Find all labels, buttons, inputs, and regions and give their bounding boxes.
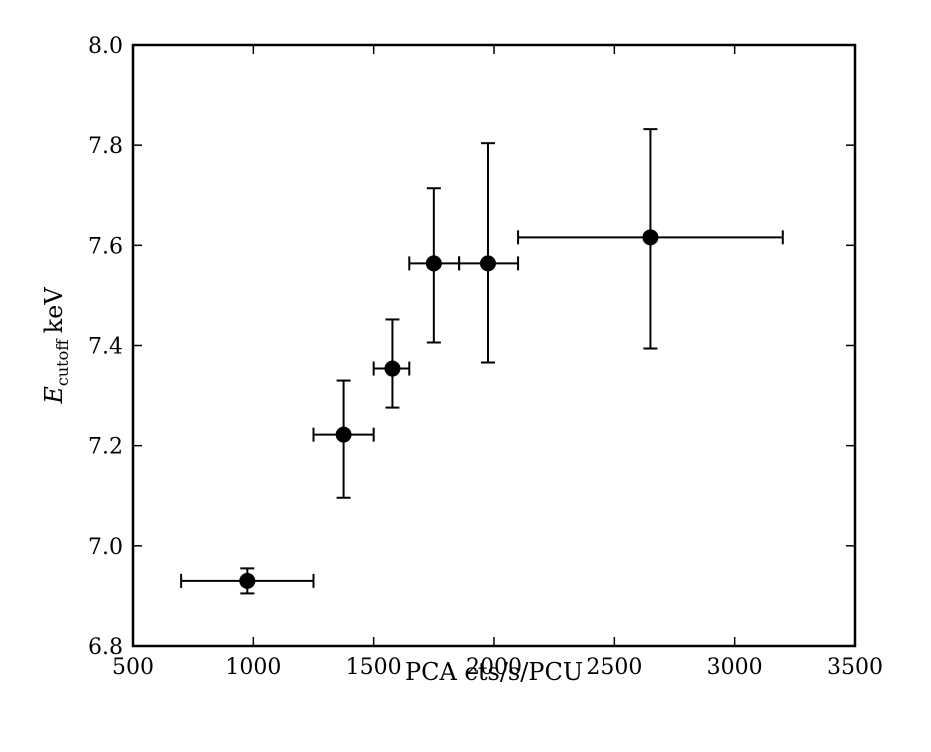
x-tick-label: 500 [112,655,154,680]
data-point [239,572,256,589]
data-point-group [517,128,784,350]
x-tick-label: 1500 [346,655,402,680]
data-point [384,360,401,377]
y-tick-label: 6.8 [88,635,123,660]
x-tick-label: 3000 [707,655,763,680]
data-point [335,426,352,443]
y-tick-label: 7.0 [88,535,123,560]
x-tick-label: 2000 [466,655,522,680]
y-tick-label: 8.0 [88,34,123,59]
y-tick-label: 7.4 [88,335,123,360]
x-tick-label: 2500 [586,655,642,680]
y-tick-label: 7.6 [88,234,123,259]
data-point-group [372,318,411,409]
data-point [479,255,496,272]
y-axis-label: Ecutoff keV [40,287,72,405]
x-tick-label: 3500 [827,655,883,680]
y-axis-label-symbol: E [40,386,68,405]
data-point-group [312,379,375,499]
axis-ticks: 500 1000 1500 2000 2500 3000 3500 6.8 7.0 7.2 7.4 7… [88,34,883,680]
plot-frame [131,43,857,648]
x-tick-label: 1000 [225,655,281,680]
data-point [425,255,442,272]
y-axis-label-unit: keV [40,287,68,334]
data-point-group [408,187,461,344]
x-axis-label: PCA cts/s/PCU [405,658,583,686]
data-point-group [458,142,520,364]
y-axis-label-subscript: cutoff [53,338,72,386]
y-tick-label: 7.8 [88,134,123,159]
data-point-group [180,567,315,595]
data-point [642,229,659,246]
data-marks [180,128,784,595]
y-tick-label: 7.2 [88,435,123,460]
